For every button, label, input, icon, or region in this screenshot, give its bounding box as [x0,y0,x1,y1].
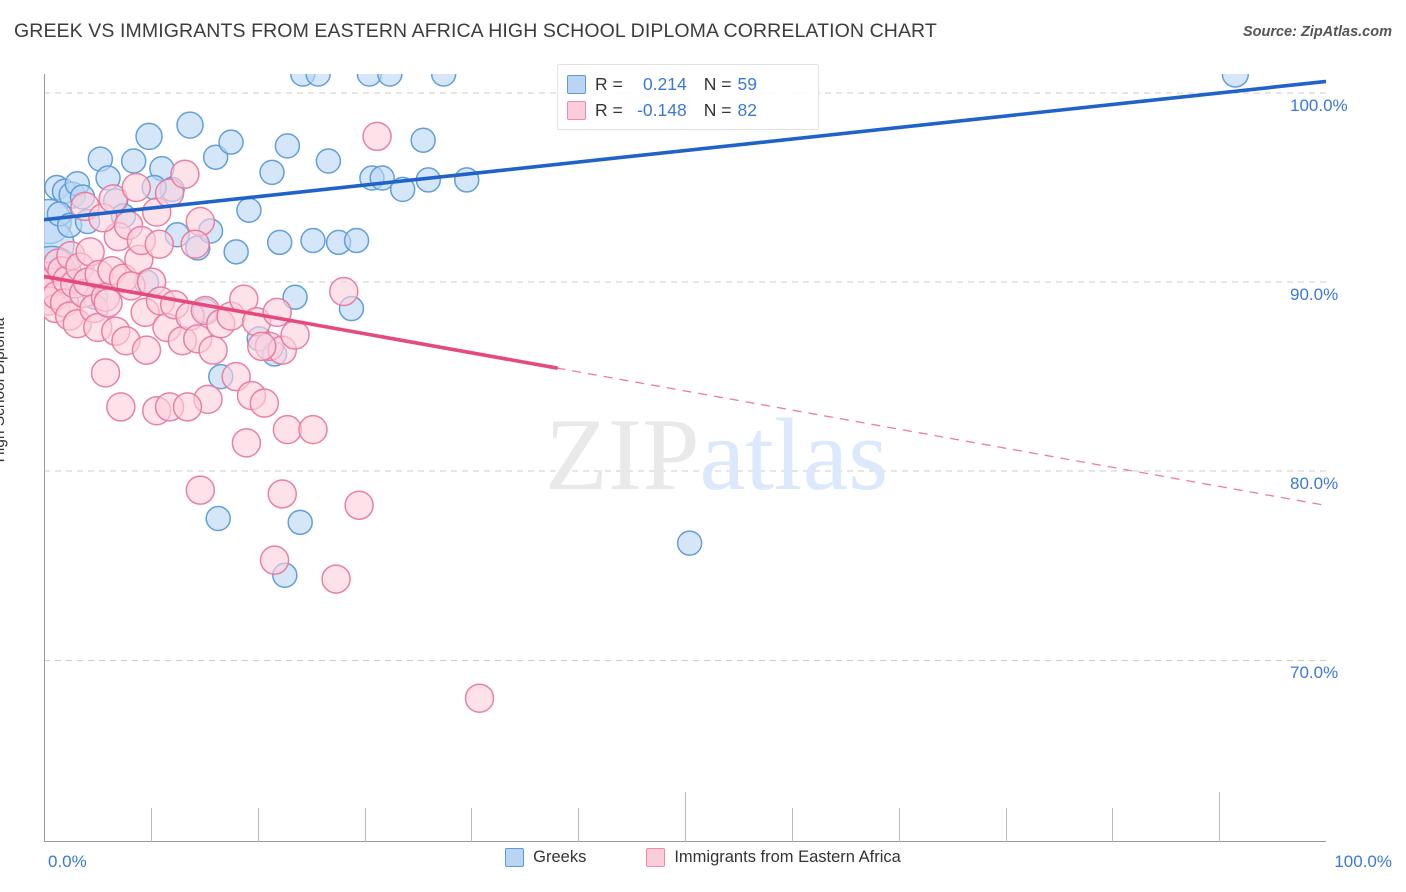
correlation-row-immigrants: R = -0.148 N = 82 [567,97,818,123]
y-axis-tick-label: 100.0% [1290,95,1348,115]
r-value-greeks: 0.214 [642,73,687,94]
r-label-greeks: R = [595,73,623,94]
r-value-immigrants: -0.148 [637,99,687,120]
correlation-row-greeks: R = 0.214 N = 59 [567,71,818,97]
y-axis-tick-label: 90.0% [1290,285,1339,305]
legend-swatch-greeks [567,74,586,94]
legend-label-greeks: Greeks [533,848,587,866]
x-axis-tick-label: 0.0% [48,852,87,871]
trend-lines [44,79,1326,506]
source-label: Source: ZipAtlas.com [1242,24,1392,40]
series-legend: Greeks Immigrants from Eastern Africa [0,848,1406,867]
n-label-immigrants: N = [703,99,732,120]
scatter-plot-svg [44,74,1326,842]
n-label-greeks: N = [703,73,732,94]
correlation-legend: R = 0.214 N = 59 R = -0.148 N = 82 [557,64,819,130]
page-title: GREEK VS IMMIGRANTS FROM EASTERN AFRICA … [14,20,937,42]
plot-area [44,74,1326,842]
y-axis-tick-label: 80.0% [1290,474,1339,494]
legend-swatch-immigrants [567,100,586,120]
x-axis-tick-label: 100.0% [1334,852,1392,871]
legend-item-immigrants[interactable]: Immigrants from Eastern Africa [646,848,901,867]
axis-lines [44,74,1326,842]
r-label-immigrants: R = [595,99,623,120]
n-value-greeks: 59 [737,73,757,94]
y-axis-title: High School Diploma [0,317,8,463]
legend-item-greeks[interactable]: Greeks [505,848,586,867]
legend-label-immigrants: Immigrants from Eastern Africa [674,848,901,866]
data-points [44,74,1250,713]
y-axis-tick-label: 70.0% [1290,663,1339,683]
n-value-immigrants: 82 [737,99,757,120]
legend-color-greeks [505,848,525,867]
legend-color-immigrants [646,848,666,867]
